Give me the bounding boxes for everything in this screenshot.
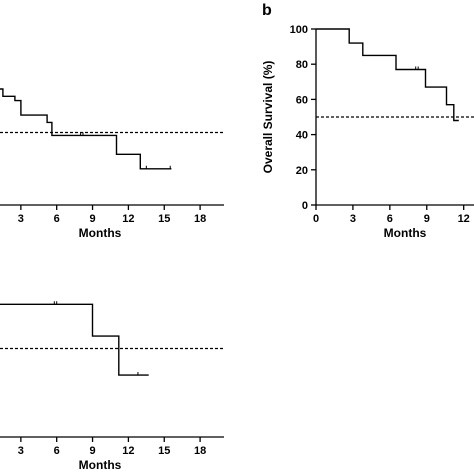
- x-tick-label: 9: [89, 213, 95, 225]
- y-tick-label: 60: [296, 94, 308, 106]
- x-tick-label: 6: [54, 213, 60, 225]
- x-tick-label: 3: [18, 213, 24, 225]
- x-tick-label: 3: [18, 445, 24, 457]
- x-tick-label: 6: [387, 213, 393, 225]
- x-axis-title: Months: [79, 458, 122, 472]
- survival-curve: [0, 303, 149, 376]
- x-tick-label: 9: [424, 213, 430, 225]
- x-tick-label: 12: [458, 213, 470, 225]
- y-tick-label: 40: [296, 130, 308, 142]
- chart-panel-b: 0 3 6 9 12 Months 0 20 40 60 80 100 Overall Survival…: [261, 2, 474, 240]
- x-tick-label: 6: [54, 445, 60, 457]
- x-tick-label: 3: [350, 213, 356, 225]
- x-axis-title: Months: [384, 226, 427, 240]
- x-tick-label: 15: [158, 445, 170, 457]
- panel-letter: b: [262, 2, 272, 19]
- chart-panel-a-top: 3 6 9 12 15 18 Months: [0, 88, 224, 240]
- x-tick-label: 0: [313, 213, 319, 225]
- x-tick-label: 18: [194, 213, 206, 225]
- x-tick-label: 18: [194, 445, 206, 457]
- x-tick-label: 9: [89, 445, 95, 457]
- y-axis-title: Overall Survival (%): [261, 61, 275, 174]
- x-tick-label: 12: [122, 213, 134, 225]
- x-tick-label: 12: [122, 445, 134, 457]
- y-tick-label: 80: [296, 59, 308, 71]
- y-tick-label: 20: [296, 165, 308, 177]
- survival-curve: [316, 28, 459, 122]
- x-axis-title: Months: [79, 226, 122, 240]
- chart-panel-bottom: 3 6 9 12 15 18 Months: [0, 301, 224, 472]
- y-tick-label: 100: [290, 24, 308, 36]
- y-tick-label: 0: [302, 200, 308, 212]
- x-tick-label: 15: [158, 213, 170, 225]
- survival-curve: [0, 88, 172, 170]
